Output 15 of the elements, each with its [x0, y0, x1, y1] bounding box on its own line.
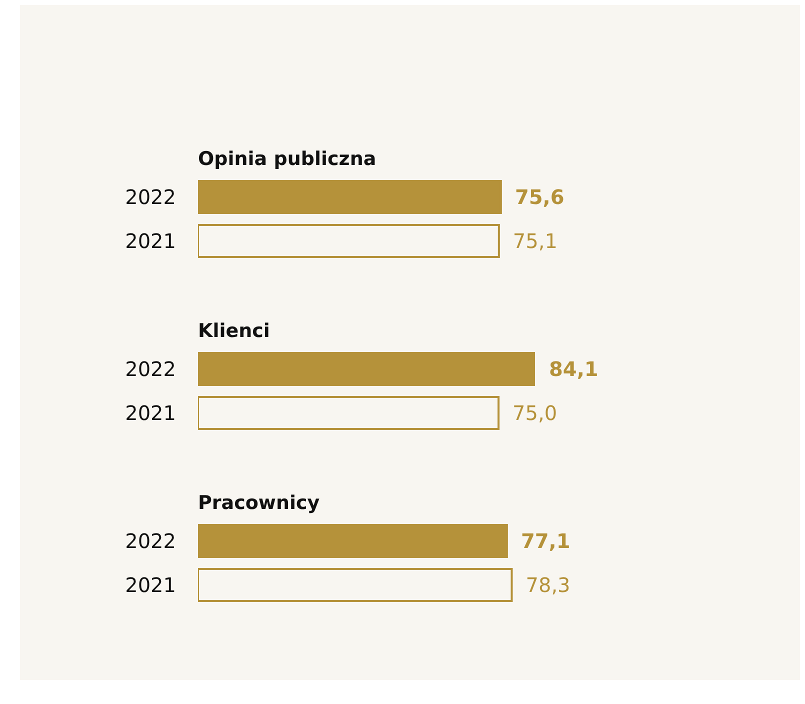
y-tick-label: 2022 [125, 185, 176, 210]
data-label: 77,1 [520, 529, 570, 553]
y-tick-label: 2021 [125, 229, 176, 254]
chart-title: Opinia publiczna [198, 147, 378, 172]
y-tick-label: 2022 [125, 529, 176, 554]
data-label: 78,3 [526, 573, 570, 597]
y-tick-label: 2021 [125, 573, 176, 598]
y-tick-label: 2021 [125, 401, 176, 426]
y-tick-label: 2022 [125, 357, 176, 382]
chart-title: Pracownicy [198, 491, 321, 516]
data-label: 75,1 [512, 229, 558, 253]
data-label: 84,1 [549, 357, 598, 381]
chart-title: Klienci [198, 319, 271, 344]
data-label: 75,0 [512, 401, 558, 425]
data-label: 75,6 [514, 185, 564, 209]
